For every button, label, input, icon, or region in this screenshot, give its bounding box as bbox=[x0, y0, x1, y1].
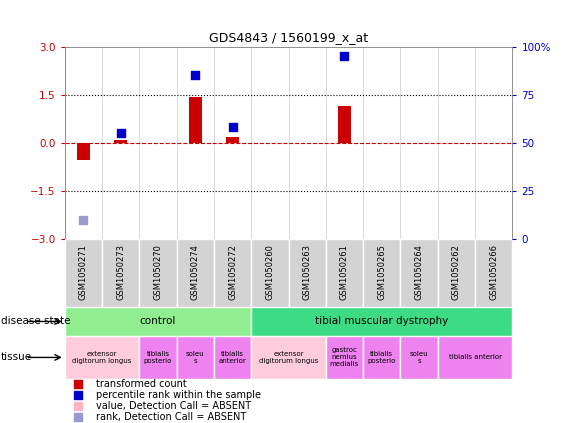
Text: percentile rank within the sample: percentile rank within the sample bbox=[96, 390, 261, 400]
Bar bbox=[363, 239, 400, 307]
Text: GSM1050266: GSM1050266 bbox=[489, 244, 498, 300]
Bar bbox=[338, 106, 351, 143]
Text: tissue: tissue bbox=[1, 352, 32, 363]
Point bbox=[116, 130, 125, 137]
Bar bbox=[102, 239, 139, 307]
Text: GSM1050261: GSM1050261 bbox=[340, 244, 349, 300]
Bar bbox=[65, 336, 140, 379]
Text: control: control bbox=[140, 316, 176, 327]
Text: GSM1050262: GSM1050262 bbox=[452, 244, 461, 300]
Point bbox=[74, 392, 83, 398]
Text: tibialis
anterior: tibialis anterior bbox=[218, 351, 247, 364]
Point bbox=[74, 381, 83, 387]
Point bbox=[79, 217, 88, 223]
Bar bbox=[400, 239, 438, 307]
Text: GSM1050271: GSM1050271 bbox=[79, 244, 88, 300]
Text: GSM1050272: GSM1050272 bbox=[228, 244, 237, 300]
Text: GSM1050270: GSM1050270 bbox=[154, 244, 163, 300]
Bar bbox=[438, 239, 475, 307]
Point bbox=[191, 72, 200, 79]
Text: GSM1050265: GSM1050265 bbox=[377, 244, 386, 300]
Text: GSM1050263: GSM1050263 bbox=[303, 244, 312, 300]
Bar bbox=[251, 239, 288, 307]
Bar bbox=[65, 239, 102, 307]
Text: transformed count: transformed count bbox=[96, 379, 187, 389]
Bar bbox=[251, 336, 326, 379]
Bar bbox=[77, 143, 90, 160]
Text: gastroc
nemius
medialis: gastroc nemius medialis bbox=[330, 347, 359, 368]
Bar bbox=[226, 137, 239, 143]
Bar bbox=[400, 336, 438, 379]
Point bbox=[74, 403, 83, 410]
Bar bbox=[140, 336, 177, 379]
Point bbox=[74, 414, 83, 421]
Bar bbox=[326, 336, 363, 379]
Text: GSM1050264: GSM1050264 bbox=[414, 244, 423, 300]
Text: disease state: disease state bbox=[1, 316, 70, 327]
Text: tibialis anterior: tibialis anterior bbox=[449, 354, 502, 360]
Bar bbox=[214, 336, 251, 379]
Bar bbox=[140, 239, 177, 307]
Bar bbox=[177, 239, 214, 307]
Point bbox=[228, 124, 237, 131]
Bar bbox=[363, 336, 400, 379]
Bar bbox=[114, 140, 127, 143]
Bar bbox=[177, 336, 214, 379]
Bar bbox=[326, 239, 363, 307]
Text: GSM1050273: GSM1050273 bbox=[116, 244, 125, 300]
Bar bbox=[189, 97, 202, 143]
Bar bbox=[475, 239, 512, 307]
Text: extensor
digitorum longus: extensor digitorum longus bbox=[73, 351, 132, 364]
Bar bbox=[214, 239, 251, 307]
Bar bbox=[438, 336, 512, 379]
Text: value, Detection Call = ABSENT: value, Detection Call = ABSENT bbox=[96, 401, 251, 411]
Text: extensor
digitorum longus: extensor digitorum longus bbox=[259, 351, 318, 364]
Text: GSM1050274: GSM1050274 bbox=[191, 244, 200, 300]
Text: tibialis
posterio: tibialis posterio bbox=[368, 351, 396, 364]
Bar bbox=[251, 307, 512, 336]
Text: tibialis
posterio: tibialis posterio bbox=[144, 351, 172, 364]
Text: soleu
s: soleu s bbox=[410, 351, 428, 364]
Bar bbox=[289, 239, 326, 307]
Text: tibial muscular dystrophy: tibial muscular dystrophy bbox=[315, 316, 448, 327]
Point bbox=[340, 53, 349, 60]
Text: GSM1050260: GSM1050260 bbox=[265, 244, 274, 300]
Text: soleu
s: soleu s bbox=[186, 351, 204, 364]
Text: rank, Detection Call = ABSENT: rank, Detection Call = ABSENT bbox=[96, 412, 247, 423]
Title: GDS4843 / 1560199_x_at: GDS4843 / 1560199_x_at bbox=[209, 31, 368, 44]
Bar bbox=[65, 307, 251, 336]
